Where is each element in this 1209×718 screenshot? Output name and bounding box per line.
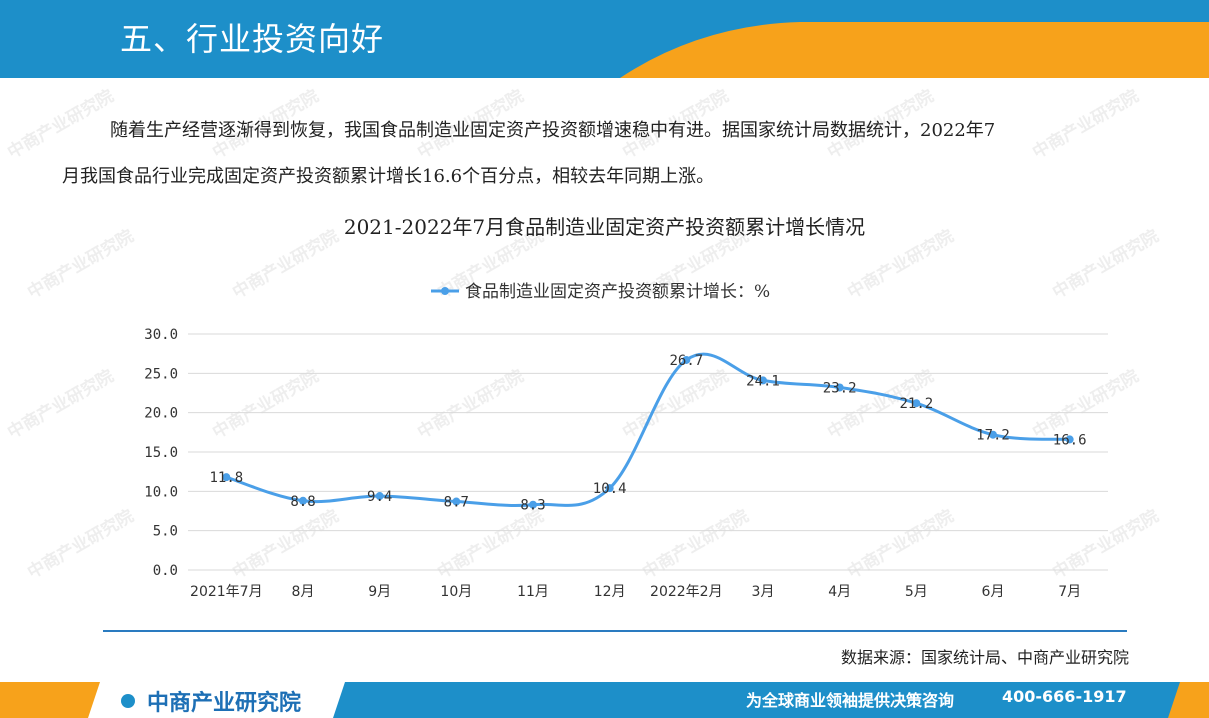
data-point (605, 484, 614, 493)
brand-logo-icon (115, 688, 141, 714)
data-point (912, 399, 921, 408)
paragraph-line-2: 月我国食品行业完成固定资产投资额累计增长16.6个百分点，相较去年同期上涨。 (62, 166, 715, 187)
data-source: 数据来源：国家统计局、中商产业研究院 (840, 648, 1129, 667)
data-point (529, 500, 537, 509)
x-tick-label: 9月 (368, 584, 391, 600)
legend-label: 食品制造业固定资产投资额累计增长：% (465, 282, 770, 302)
y-tick-label: 10.0 (144, 484, 178, 500)
y-tick-label: 25.0 (144, 366, 178, 382)
series-line (225, 352, 1070, 507)
x-tick-label: 4月 (828, 584, 851, 600)
x-tick-label: 7月 (1058, 584, 1081, 600)
chart-title: 2021-2022年7月食品制造业固定资产投资额累计增长情况 (343, 215, 866, 239)
data-label: 9.4 (367, 489, 392, 505)
line-chart: 食品制造业固定资产投资额累计增长：% 0.0 5.0 10.0 15.0 20.0 25.0… (144, 282, 1108, 600)
x-tick-label: 2021年7月 (190, 584, 263, 600)
data-point (1065, 435, 1074, 444)
y-tick-label: 15.0 (144, 445, 178, 461)
data-point (299, 496, 307, 505)
footer: 中商产业研究院 为全球商业领袖提供决策咨询 400-666-1917 (0, 682, 1209, 718)
x-tick-label: 5月 (905, 584, 928, 600)
divider (103, 630, 1127, 632)
data-label: 21.2 (899, 396, 933, 412)
data-point (682, 355, 691, 364)
header-accent (620, 22, 1209, 78)
intro-paragraph: 随着生产经营逐渐得到恢复，我国食品制造业固定资产投资额增速稳中有进。据国家统计局… (62, 108, 1152, 200)
data-label: 17.2 (976, 428, 1010, 444)
x-tick-label: 12月 (594, 584, 626, 600)
footer-slogan: 为全球商业领袖提供决策咨询 (746, 691, 955, 710)
y-tick-label: 20.0 (144, 406, 178, 422)
x-tick-label: 2022年2月 (650, 584, 723, 600)
data-point (835, 383, 844, 392)
x-tick-label: 11月 (517, 584, 549, 600)
data-label: 16.6 (1053, 432, 1087, 448)
legend-marker (441, 287, 449, 295)
data-label: 24.1 (746, 373, 780, 389)
data-label: 26.7 (669, 353, 703, 369)
footer-background (0, 682, 1209, 718)
y-tick-label: 5.0 (153, 524, 178, 540)
data-label: 10.4 (593, 481, 627, 497)
data-point (222, 473, 231, 482)
data-label: 8.3 (520, 498, 545, 514)
data-point (759, 376, 767, 385)
footer-brand: 中商产业研究院 (115, 685, 301, 717)
data-label: 8.7 (444, 495, 469, 511)
data-label: 23.2 (823, 380, 857, 396)
paragraph-line-1: 随着生产经营逐渐得到恢复，我国食品制造业固定资产投资额增速稳中有进。据国家统计局… (110, 120, 996, 141)
data-point (989, 430, 997, 439)
x-tick-label: 3月 (752, 584, 775, 600)
y-tick-label: 30.0 (144, 327, 178, 343)
x-tick-label: 6月 (982, 584, 1005, 600)
footer-phone: 400-666-1917 (1002, 687, 1127, 706)
data-point (452, 497, 461, 506)
y-tick-label: 0.0 (153, 563, 178, 579)
brand-name: 中商产业研究院 (147, 691, 302, 716)
x-tick-label: 8月 (292, 584, 315, 600)
data-label: 11.8 (209, 470, 243, 486)
data-point (375, 492, 384, 501)
data-label: 8.8 (290, 494, 315, 510)
page-title: 五、行业投资向好 (120, 20, 385, 58)
x-tick-label: 10月 (440, 584, 472, 600)
